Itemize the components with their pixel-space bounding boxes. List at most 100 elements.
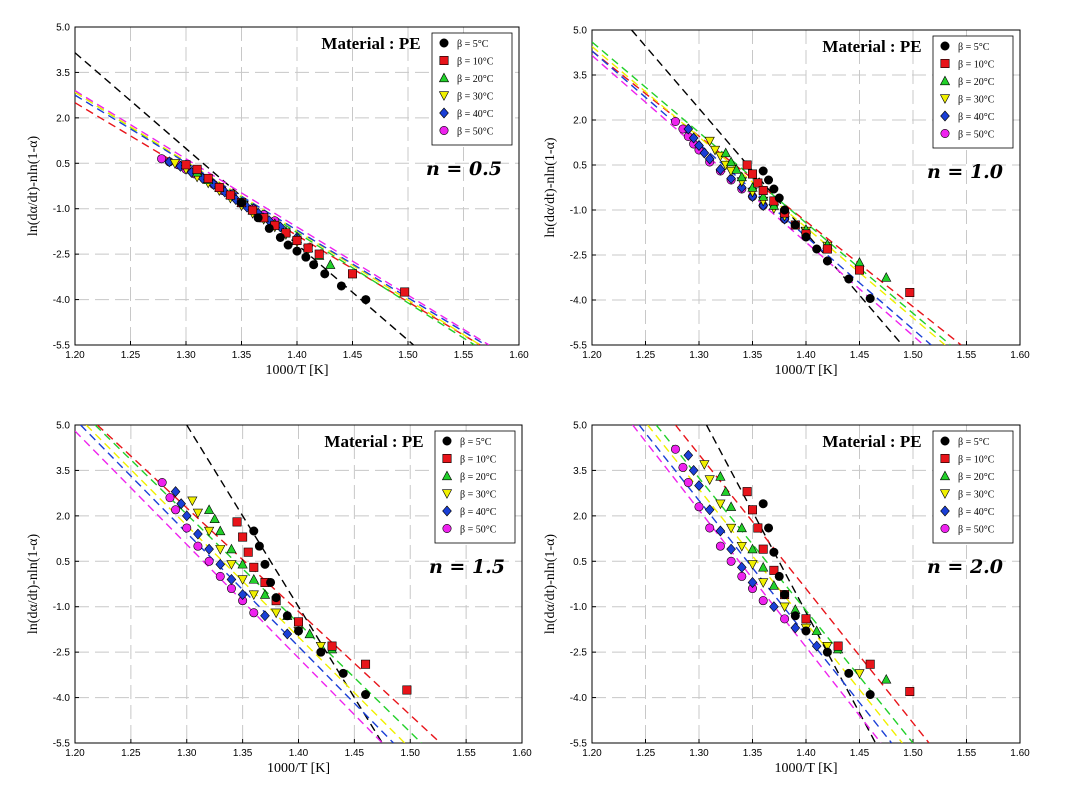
data-point (704, 153, 715, 165)
data-point (801, 232, 811, 242)
data-point (881, 272, 892, 282)
data-point (204, 556, 214, 566)
data-point (758, 186, 768, 196)
legend-label: β = 30°C (457, 92, 494, 103)
data-point (737, 571, 747, 581)
x-tick-label: 1.55 (456, 748, 476, 759)
data-point (753, 523, 763, 533)
fit-line-series-1 (705, 425, 877, 743)
data-point (670, 444, 680, 454)
data-point (780, 590, 790, 600)
y-tick-label: 5.0 (56, 23, 70, 34)
data-point (905, 287, 915, 297)
data-point (281, 228, 291, 238)
data-point (822, 244, 832, 254)
data-point (215, 558, 226, 570)
data-point (758, 499, 768, 509)
chart-title: Material : PE (822, 37, 921, 56)
n-annotation: n = 1.0 (927, 161, 1003, 183)
fit-line-series-6 (75, 90, 490, 345)
legend: β = 5°C β = 10°C β = 20°C β = 30°C β = 40°C β… (932, 35, 1014, 149)
fit-lines (632, 425, 930, 743)
data-point (400, 287, 410, 297)
data-point (209, 513, 220, 523)
data-point (182, 523, 192, 533)
data-point (347, 269, 357, 279)
data-point (325, 259, 336, 269)
legend-marker (940, 58, 950, 68)
data-point (758, 578, 769, 588)
data-point (293, 626, 303, 636)
legend-label: β = 10°C (958, 455, 995, 466)
legend: β = 5°C β = 10°C β = 20°C β = 30°C β = 40°C β… (434, 430, 516, 544)
legend-label: β = 40°C (460, 507, 497, 518)
legend-label: β = 50°C (457, 127, 494, 138)
chart-title: Material : PE (324, 432, 423, 451)
legend-label: β = 5°C (457, 39, 489, 50)
data-point (402, 685, 412, 695)
data-point (747, 505, 757, 515)
data-point (715, 471, 726, 481)
data-point (214, 183, 224, 193)
data-point (192, 508, 204, 519)
data-point (790, 611, 800, 621)
x-tick-label: 1.40 (287, 350, 307, 361)
x-tick-label: 1.55 (454, 350, 474, 361)
data-point (844, 274, 854, 284)
data-point (844, 668, 854, 678)
data-point (715, 164, 726, 175)
y-axis-label: ln(dα/dt)-nln(1-α) (543, 534, 558, 635)
x-tick-label: 1.45 (345, 748, 365, 759)
data-point (747, 577, 758, 588)
data-point (854, 669, 865, 679)
data-point (747, 543, 758, 554)
x-tick-label: 1.50 (903, 350, 923, 361)
data-point (309, 260, 319, 270)
data-point (688, 464, 699, 476)
data-point (683, 478, 693, 488)
data-point (704, 136, 715, 147)
data-point (769, 565, 779, 575)
data-point (780, 614, 790, 624)
data-point (283, 240, 293, 250)
legend-label: β = 5°C (958, 437, 990, 448)
data-points (670, 444, 915, 700)
data-point (253, 213, 263, 223)
series-3 (715, 471, 892, 684)
series-6 (157, 478, 259, 618)
data-point (232, 517, 242, 527)
data-point (694, 480, 704, 492)
data-point (248, 205, 258, 215)
chart-panel-4: 1.20 1.25 1.30 1.35 1.40 1.45 1.50 1.55 1.60 5.0 3… (543, 421, 1030, 777)
data-point (157, 478, 167, 488)
x-tick-label: 1.25 (121, 350, 141, 361)
x-tick-label: 1.35 (232, 350, 252, 361)
x-tick-label: 1.20 (65, 350, 85, 361)
data-point (688, 132, 699, 144)
x-tick-label: 1.30 (177, 748, 197, 759)
legend-marker (442, 523, 452, 533)
legend-marker (940, 453, 950, 463)
data-point (822, 256, 832, 266)
n-annotation: n = 1.5 (429, 556, 505, 578)
legend-marker (940, 41, 950, 51)
data-point (678, 462, 688, 472)
fit-line-series-6 (75, 430, 383, 743)
data-point (736, 171, 747, 182)
data-point (683, 449, 694, 461)
data-point (715, 499, 726, 510)
data-point (715, 541, 725, 551)
data-point (747, 560, 758, 570)
data-point (737, 561, 747, 573)
data-point (905, 687, 915, 697)
data-point (192, 164, 202, 174)
y-tick-label: 5.0 (573, 26, 587, 37)
y-tick-label: -5.5 (53, 341, 71, 352)
data-point (204, 543, 214, 555)
y-tick-label: -4.0 (53, 295, 71, 306)
legend-marker (438, 72, 450, 83)
x-tick-label: 1.55 (957, 350, 977, 361)
data-point (774, 571, 784, 581)
legend: β = 5°C β = 10°C β = 20°C β = 30°C β = 40°C β… (431, 32, 513, 146)
legend-label: β = 50°C (460, 525, 497, 536)
